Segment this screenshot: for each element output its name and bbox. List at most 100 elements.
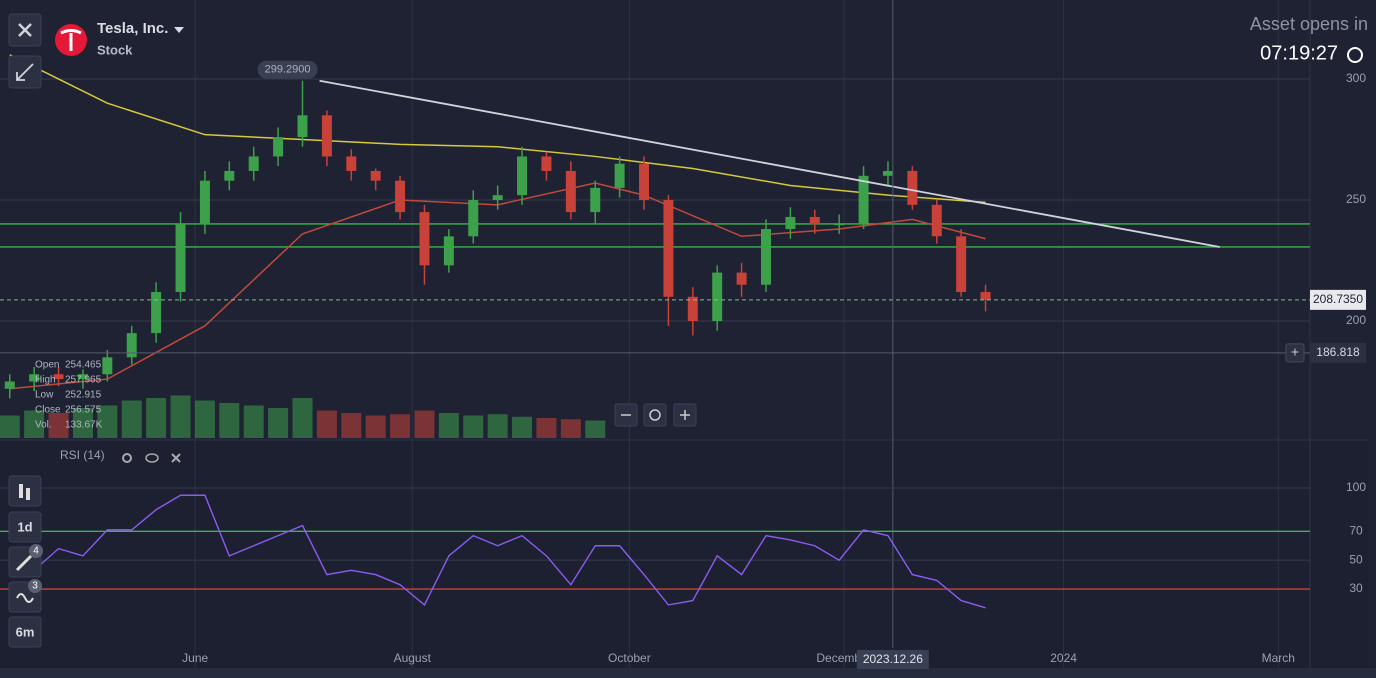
visibility-icon[interactable] <box>145 453 159 463</box>
candle-body <box>126 333 137 358</box>
countdown: 07:19:27 <box>1260 42 1338 64</box>
candle-body <box>175 224 186 292</box>
candle-body <box>565 170 576 213</box>
volume-bar <box>97 405 118 438</box>
asset-name[interactable]: Tesla, Inc. <box>97 20 168 37</box>
volume-bar <box>414 410 435 438</box>
moving-average <box>9 54 986 204</box>
chart-type-button[interactable] <box>8 475 42 507</box>
candle-body <box>224 170 235 181</box>
dropdown-arrow[interactable] <box>174 27 184 33</box>
candle-body <box>541 156 552 171</box>
candle-body <box>931 204 942 237</box>
volume-bar <box>365 415 386 438</box>
candle-body <box>785 216 796 230</box>
interval-label: 1d <box>17 519 32 534</box>
trend-label: 299.2900 <box>265 64 311 76</box>
x-tick-label: October <box>608 651 651 665</box>
interval-button[interactable] <box>8 511 42 543</box>
x-tick-label: August <box>394 651 432 665</box>
ohlc-label: Open <box>35 360 59 371</box>
rsi-tick-label: 50 <box>1349 552 1363 566</box>
volume-bar <box>560 419 581 438</box>
rsi-tick-label: 100 <box>1346 480 1366 494</box>
chart-type-icon <box>19 484 30 500</box>
tesla-logo-mark <box>60 29 82 51</box>
collapse-icon <box>16 63 34 81</box>
settings-icon[interactable] <box>122 453 132 463</box>
candle-body <box>809 216 820 225</box>
candle-body <box>663 200 674 297</box>
volume-bar <box>341 413 362 438</box>
x-tick-label: June <box>182 651 208 665</box>
candle-body <box>858 175 869 225</box>
rsi-tick-label: 30 <box>1349 581 1363 595</box>
volume-bar <box>463 415 484 438</box>
candle-body <box>760 229 771 285</box>
candle-body <box>248 156 259 171</box>
volume-bar <box>487 414 508 438</box>
volume-bar <box>146 398 167 438</box>
x-tick-label: March <box>1262 651 1295 665</box>
candle-body <box>980 291 991 300</box>
candle-body <box>419 212 430 266</box>
candle-body <box>468 200 479 237</box>
reset-button[interactable] <box>643 403 667 427</box>
remove-icon[interactable] <box>171 453 181 463</box>
range-label: 6m <box>16 624 35 639</box>
y-tick-label: 300 <box>1346 71 1366 85</box>
volume-bar <box>536 418 557 438</box>
volume-bar <box>316 410 337 438</box>
candle-body <box>370 170 381 181</box>
candle-body <box>102 357 113 375</box>
volume-bar <box>121 400 142 438</box>
candle-body <box>4 381 15 389</box>
candle-body <box>956 236 967 292</box>
rsi-line <box>9 494 986 609</box>
volume-bar <box>72 408 93 438</box>
opens-label: Asset opens in <box>1250 14 1368 34</box>
zoom-in-icon <box>680 410 690 420</box>
volume-bar <box>585 420 606 438</box>
crosshair-plus[interactable] <box>1285 343 1305 363</box>
trend-line <box>319 79 1220 248</box>
volume-bar <box>24 410 45 438</box>
ohlc-value: 252.915 <box>65 390 102 401</box>
candle-body <box>199 180 210 225</box>
last-price-tag <box>1310 289 1366 310</box>
badge <box>28 579 42 593</box>
asset-kind: Stock <box>97 42 133 57</box>
crosshair-date-tag <box>856 650 929 669</box>
footer-bar <box>0 668 1376 678</box>
close-icon <box>18 23 32 37</box>
crosshair-plus-icon: + <box>1291 344 1299 360</box>
volume-bar <box>194 400 215 438</box>
candle-body <box>639 163 650 200</box>
volume-bar <box>512 416 533 438</box>
range-button[interactable] <box>8 616 42 648</box>
candle-body <box>492 195 503 200</box>
ohlc-label: Close <box>35 405 61 416</box>
badge-count: 4 <box>33 546 39 557</box>
volume-bar <box>268 408 289 438</box>
ohlc-label: Low <box>35 390 54 401</box>
candle-body <box>53 374 64 380</box>
candle-body <box>834 224 845 226</box>
ohlc-value: 257.965 <box>65 375 102 386</box>
candle-body <box>151 291 162 334</box>
moving-average <box>9 182 986 390</box>
x-tick-label: 2024 <box>1050 651 1077 665</box>
candle-body <box>712 272 723 321</box>
candle-body <box>77 374 88 380</box>
ohlc-value: 256.575 <box>65 405 102 416</box>
crosshair-value-tag <box>1310 342 1366 363</box>
volume-bar <box>219 403 240 438</box>
crosshair-date-label: 2023.12.26 <box>863 652 923 666</box>
ohlc-label: High <box>35 375 56 386</box>
volume-bar <box>292 398 313 438</box>
candle-body <box>395 180 406 213</box>
ohlc-value: 133.67K <box>65 420 103 431</box>
crosshair-value-label: 186.818 <box>1316 345 1360 359</box>
y-tick-label: 250 <box>1346 192 1366 206</box>
